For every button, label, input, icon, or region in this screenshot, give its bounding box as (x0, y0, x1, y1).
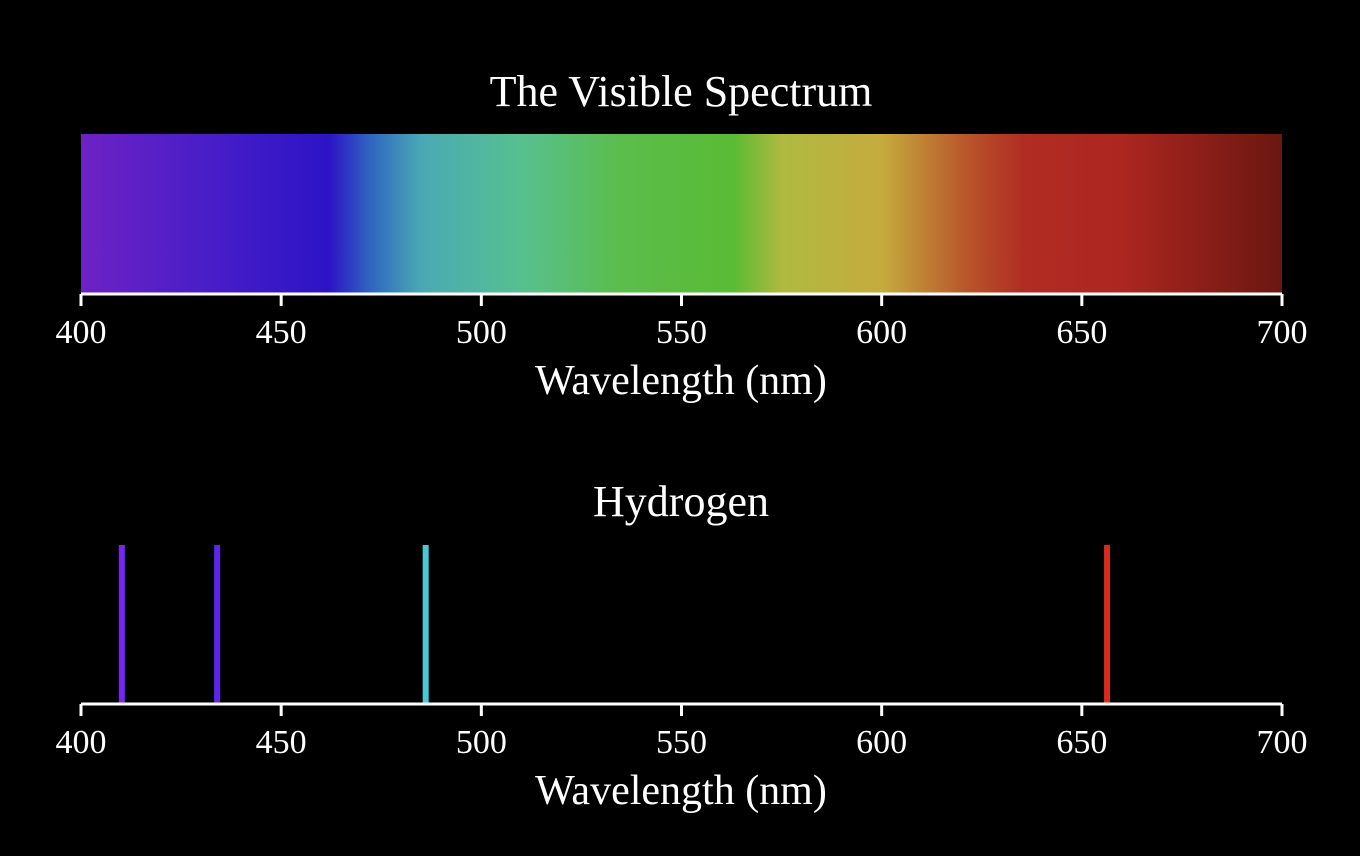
tick-label-700: 700 (1257, 724, 1308, 761)
tick-label-600: 600 (856, 314, 907, 351)
hydrogen-chart: Hydrogen 400 450 500 550 600 650 700 Wavelengt… (56, 477, 1308, 814)
tick-label-550: 550 (656, 314, 707, 351)
tick-label-450: 450 (256, 724, 307, 761)
spectrum-color-band (81, 134, 1282, 294)
tick-label-700: 700 (1257, 314, 1308, 351)
tick-label-500: 500 (456, 724, 507, 761)
tick-label-400: 400 (56, 724, 107, 761)
tick-label-650: 650 (1056, 724, 1107, 761)
hydrogen-x-axis-label: Wavelength (nm) (535, 768, 827, 814)
hydrogen-x-axis: 400 450 500 550 600 650 700 (56, 702, 1308, 761)
visible-spectrum-x-axis-label: Wavelength (nm) (535, 358, 827, 404)
tick-label-450: 450 (256, 314, 307, 351)
hydrogen-emission-lines (118, 545, 1111, 703)
hydrogen-title: Hydrogen (593, 477, 769, 526)
visible-spectrum-chart: The Visible Spectrum 400 450 500 550 600 650 7… (56, 67, 1308, 404)
visible-spectrum-x-axis: 400 450 500 550 600 650 700 (56, 292, 1308, 351)
tick-label-550: 550 (656, 724, 707, 761)
tick-label-650: 650 (1056, 314, 1107, 351)
tick-label-600: 600 (856, 724, 907, 761)
tick-label-500: 500 (456, 314, 507, 351)
tick-label-400: 400 (56, 314, 107, 351)
visible-spectrum-title: The Visible Spectrum (490, 67, 873, 116)
